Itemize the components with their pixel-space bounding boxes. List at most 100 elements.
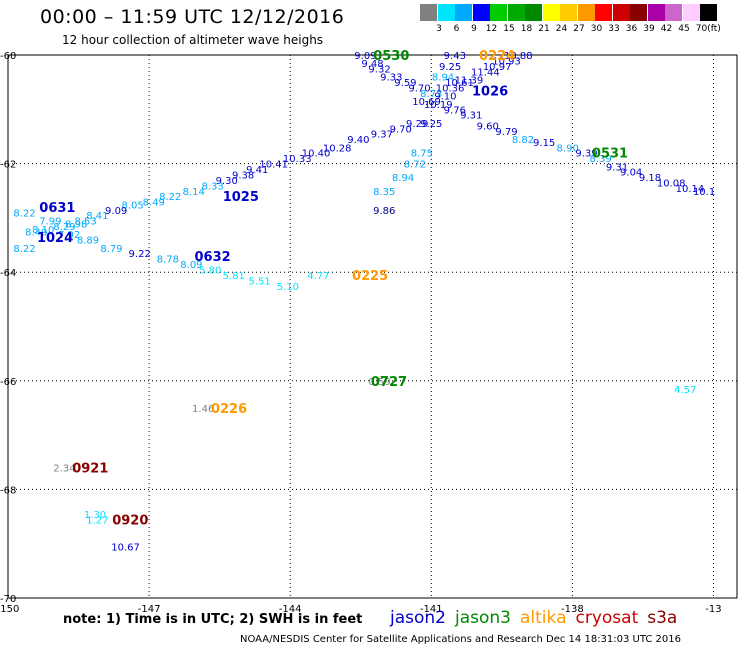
swh-value-label: 9.59 <box>394 78 416 89</box>
mission-legend-item: s3a <box>647 608 678 628</box>
swh-value-label: 5.10 <box>277 282 299 293</box>
swh-value-label: 10.97 <box>483 62 512 73</box>
swh-value-label: 10.69 <box>412 97 441 108</box>
pass-time-label: 0530 <box>373 49 409 64</box>
colorbar-label: 33 <box>608 24 620 34</box>
swh-value-label: 8.22 <box>13 244 35 255</box>
colorbar-label: 12 <box>485 24 498 34</box>
swh-value-label: 11.44 <box>471 67 500 78</box>
swh-value-label: 10.08 <box>657 179 686 190</box>
colorbar-cell <box>647 4 665 21</box>
colorbar-cell <box>665 4 682 21</box>
pass-time-label: 0631 <box>39 201 75 216</box>
colorbar-label: 36 <box>625 24 638 34</box>
colorbar-label: 45 <box>678 24 690 34</box>
colorbar-label: 3 <box>436 24 442 34</box>
colorbar-label: 30 <box>590 24 603 34</box>
pass-time-label: 0531 <box>592 147 628 162</box>
swh-value-label: 10.40 <box>302 149 331 160</box>
colorbar-label: 42 <box>660 24 673 34</box>
colorbar-cell <box>525 4 542 21</box>
swh-value-label: 8.72 <box>404 160 426 171</box>
swh-value-label: 9.79 <box>495 127 517 138</box>
swh-value-label: 8.41 <box>86 211 108 222</box>
x-tick-label: -138 <box>561 604 584 615</box>
colorbar-label: (ft) <box>707 24 721 34</box>
swh-value-label: 10.88 <box>504 51 533 62</box>
swh-value-label: 8.49 <box>143 198 165 209</box>
colorbar-cell <box>542 4 560 21</box>
mission-legend: jason2 jason3 altika cryosat s3a <box>390 608 686 628</box>
y-tick-label: -68 <box>0 485 16 496</box>
swh-value-label: 8.98 <box>65 219 87 230</box>
colorbar-label: 27 <box>573 24 585 34</box>
swh-value-label: 8.78 <box>157 255 179 266</box>
swh-value-label: 10.1 <box>693 187 715 198</box>
swh-value-label: 9.29 <box>406 119 428 130</box>
swh-value-label: 9.33 <box>380 73 402 84</box>
swh-value-label: 9.41 <box>246 165 268 176</box>
swh-value-label: 9.86 <box>373 206 395 217</box>
swh-value-label: 8.14 <box>183 187 205 198</box>
swh-value-label: 9.70 <box>408 84 430 95</box>
pass-time-label: 0921 <box>72 462 108 477</box>
swh-value-label: 10.14 <box>676 184 705 195</box>
pass-time-label: 1026 <box>472 84 508 99</box>
colorbar-label: 15 <box>503 24 515 34</box>
colorbar-cell <box>560 4 577 21</box>
swh-value-label: 1.30 <box>84 510 106 521</box>
pass-time-label: 1024 <box>37 231 73 246</box>
swh-value-label: 11.39 <box>455 75 484 86</box>
swh-value-label: 4.57 <box>674 385 696 396</box>
mission-legend-item: jason2 <box>390 608 446 628</box>
swh-value-label: 9.25 <box>420 119 442 130</box>
y-tick-label: -60 <box>0 51 16 62</box>
swh-value-label: 9.09 <box>354 51 376 62</box>
swh-value-label: 8.75 <box>411 149 433 160</box>
chart-title: 00:00 – 11:59 UTC 12/12/2016 <box>40 6 345 28</box>
colorbar-cell <box>490 4 507 21</box>
swh-value-label: 2.34 <box>53 464 75 475</box>
swh-value-label: 7.99 <box>39 217 61 228</box>
swh-value-label: 8.53 <box>74 217 96 228</box>
swh-value-label: 1.27 <box>86 515 108 526</box>
swh-value-label: 8.10 <box>32 225 54 236</box>
y-tick-label: -66 <box>0 377 16 388</box>
mission-legend-item: altika <box>520 608 567 628</box>
chart-subtitle: 12 hour collection of altimeter wave hei… <box>62 33 324 47</box>
swh-value-label: 9.10 <box>434 92 456 103</box>
mission-legend-item: jason3 <box>455 608 511 628</box>
footer-note: note: 1) Time is in UTC; 2) SWH is in fe… <box>63 612 363 627</box>
pass-time-label: 0226 <box>211 402 247 417</box>
swh-value-label: 8.29 <box>53 222 75 233</box>
swh-value-label: 1.46 <box>192 404 214 415</box>
swh-value-label: 9.04 <box>620 168 642 179</box>
pass-time-label: 0727 <box>371 375 407 390</box>
footer-credit: NOAA/NESDIS Center for Satellite Applica… <box>240 634 682 645</box>
y-tick-label: -64 <box>0 268 16 279</box>
colorbar-cell <box>420 4 437 21</box>
pass-time-label: 0632 <box>194 250 230 265</box>
swh-value-label: 10.61 <box>445 78 474 89</box>
colorbar-cell <box>612 4 630 21</box>
swh-value-label: 9.30 <box>216 176 238 187</box>
colorbar-cell <box>700 4 717 21</box>
swh-value-label: 8.22 <box>159 192 181 203</box>
colorbar-label: 9 <box>471 24 477 34</box>
swh-value-label: 10.41 <box>259 160 288 171</box>
swh-value-label: 9.09 <box>105 206 127 217</box>
swh-value-label: 9.25 <box>439 62 461 73</box>
colorbar-label: 70 <box>695 24 708 34</box>
swh-value-label: 7.92 <box>58 230 80 241</box>
swh-value-label: 10.67 <box>111 542 140 553</box>
swh-value-label: 9.38 <box>232 170 254 181</box>
x-tick-label: -141 <box>420 604 443 615</box>
y-tick-label: -62 <box>0 160 16 171</box>
swh-value-label: 10.36 <box>436 84 465 95</box>
swh-value-label: 4.77 <box>307 271 329 282</box>
swh-value-label: 9.60 <box>477 122 499 133</box>
colorbar-cell <box>472 4 490 21</box>
x-tick-label: -150 <box>0 604 19 615</box>
colorbar-label: 18 <box>520 24 533 34</box>
pass-time-label: 0224 <box>479 49 515 64</box>
